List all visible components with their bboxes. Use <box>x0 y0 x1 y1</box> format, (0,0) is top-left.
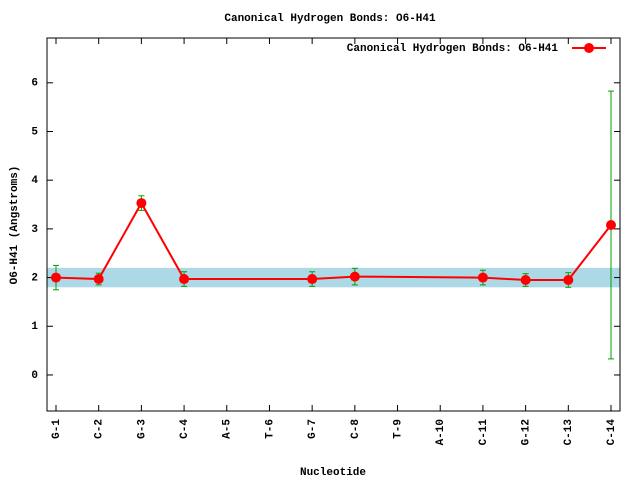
line-segment <box>312 275 355 281</box>
y-axis-label: O6-H41 (Angstroms) <box>9 166 21 285</box>
y-tick-label: 3 <box>31 224 38 236</box>
y-tick-label: 6 <box>31 78 38 90</box>
point <box>179 274 190 285</box>
y-tick-label: 5 <box>31 126 38 138</box>
line-segment <box>55 276 99 281</box>
line-segment <box>140 202 185 280</box>
x-tick-label: G-3 <box>136 419 148 439</box>
line-segment <box>567 224 612 281</box>
x-tick-label: C-11 <box>478 419 490 446</box>
x-tick-label: T-6 <box>264 419 276 439</box>
line-segment <box>482 276 526 282</box>
y-tick-label: 0 <box>31 370 38 382</box>
chart-title: Canonical Hydrogen Bonds: O6-H41 <box>224 13 436 25</box>
x-tick-label: A-10 <box>435 419 447 445</box>
point <box>563 275 574 286</box>
point <box>477 272 488 283</box>
point <box>93 274 104 285</box>
x-axis-label: Nucleotide <box>300 467 366 479</box>
line-segment <box>97 202 143 280</box>
point <box>606 219 616 230</box>
x-tick-label: A-5 <box>222 419 234 439</box>
y-tick-label: 1 <box>31 321 38 333</box>
legend-label: Canonical Hydrogen Bonds: O6-H41 <box>347 43 559 55</box>
x-tick-label: T-9 <box>392 419 404 439</box>
legend-marker <box>584 43 594 53</box>
point <box>349 271 360 282</box>
x-tick-label: C-2 <box>94 419 106 439</box>
x-tick-label: G-12 <box>521 419 533 445</box>
line-segment <box>354 275 483 279</box>
plot-frame <box>46 37 621 412</box>
x-tick-label: G-7 <box>307 419 319 439</box>
point <box>520 275 531 286</box>
x-tick-label: G-1 <box>51 419 63 439</box>
point <box>51 272 61 283</box>
x-tick-label: C-4 <box>179 419 191 439</box>
point <box>307 274 318 285</box>
x-tick-label: C-8 <box>350 419 362 439</box>
point <box>136 198 147 209</box>
x-tick-label: C-13 <box>563 419 575 446</box>
x-tick-label: C-14 <box>606 419 618 446</box>
y-tick-label: 2 <box>31 272 38 284</box>
y-tick-label: 4 <box>31 175 38 187</box>
